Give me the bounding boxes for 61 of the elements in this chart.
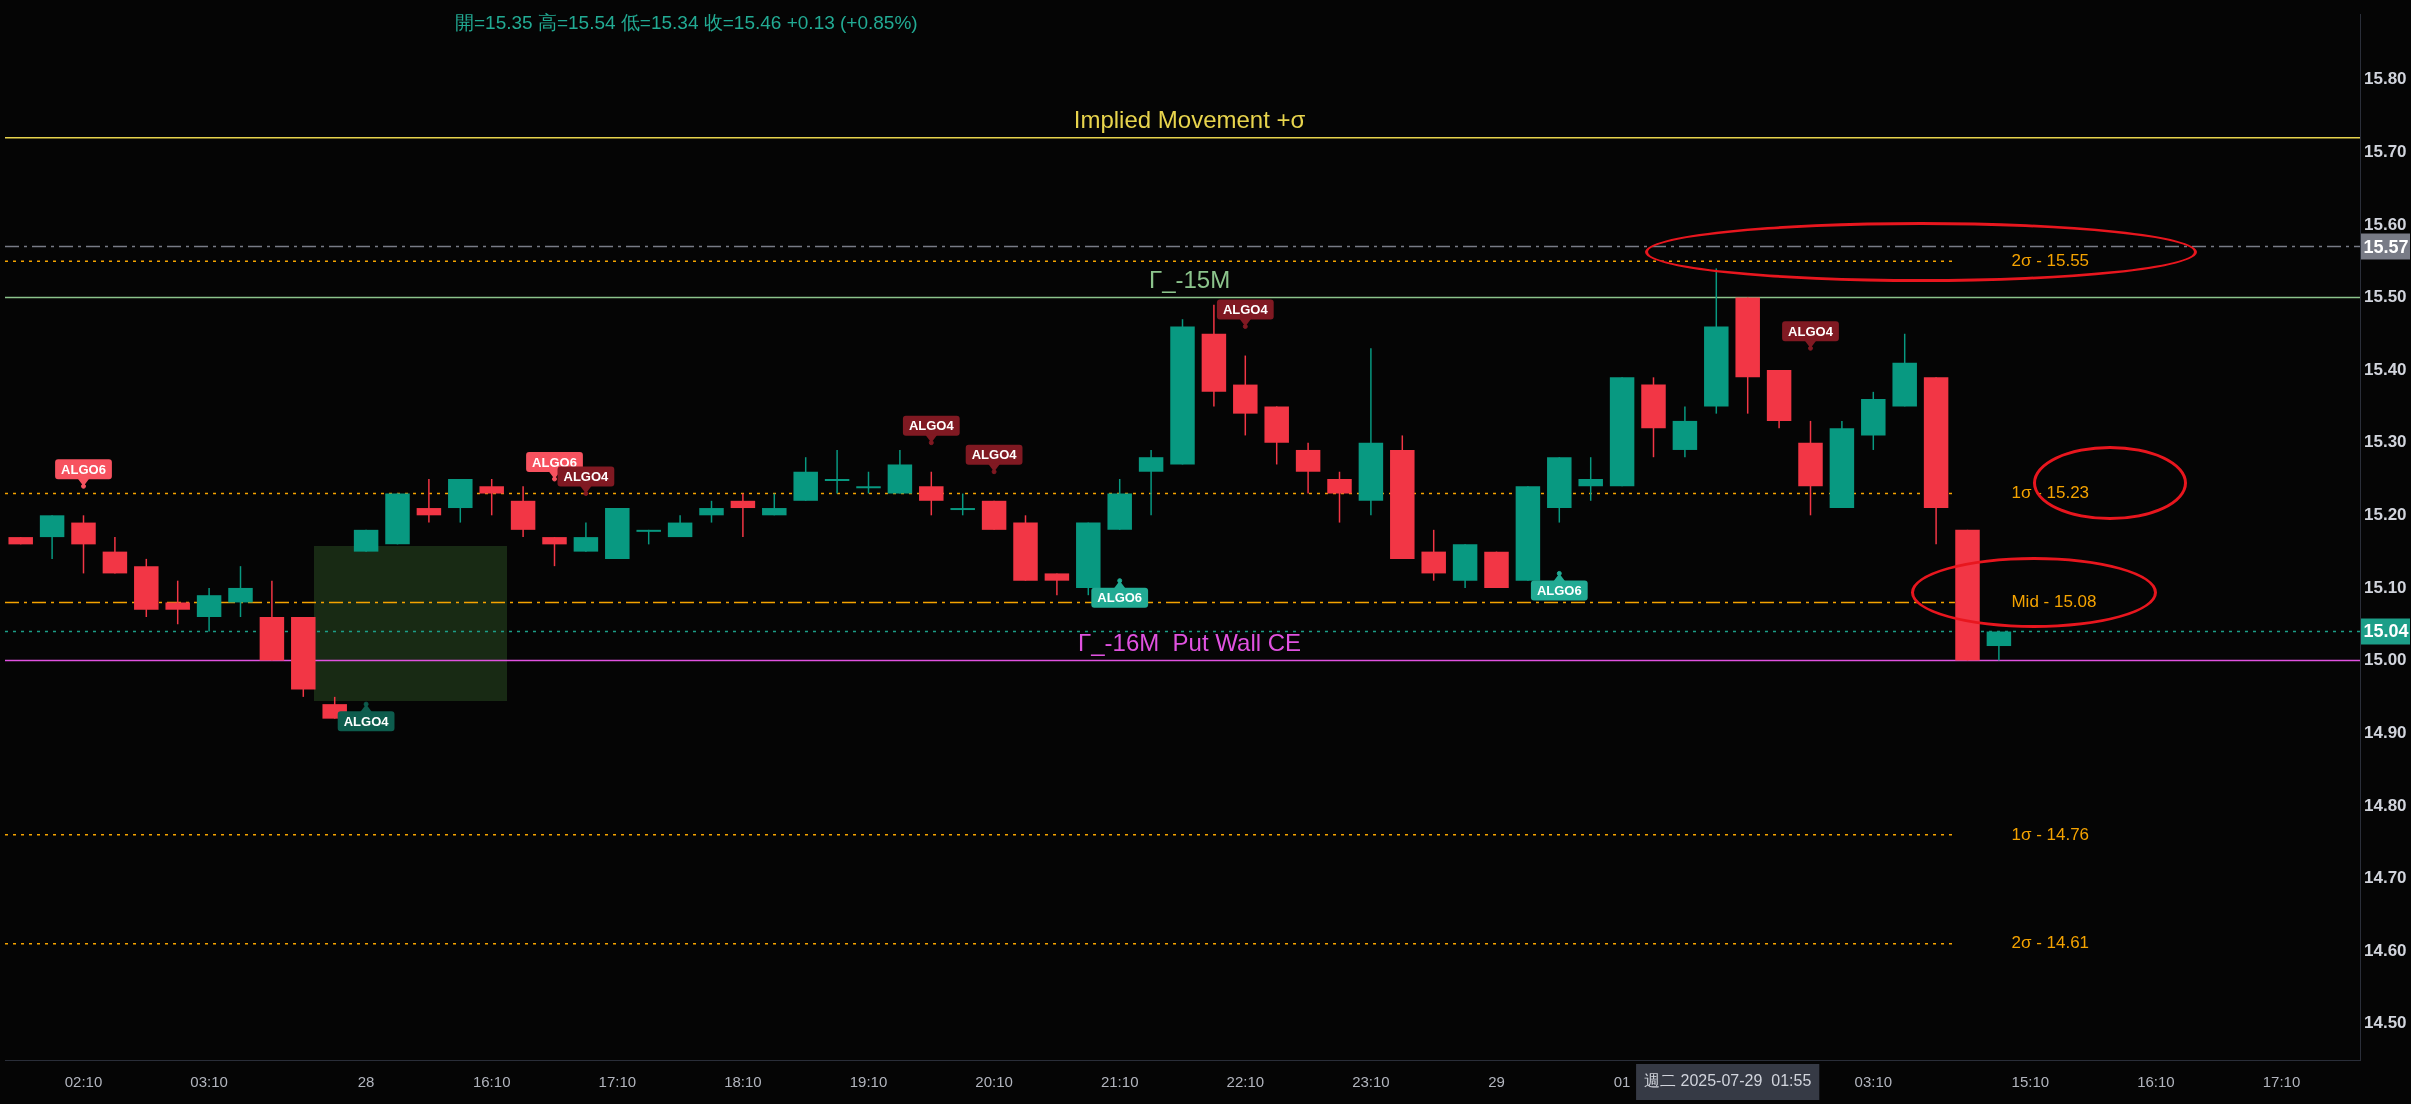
y-tick-label: 15.30 <box>2364 432 2407 452</box>
x-tick-label: 02:10 <box>64 1073 103 1091</box>
ref-line-label: 1σ - 14.76 <box>2011 824 2090 844</box>
y-tick-label: 15.80 <box>2364 69 2407 89</box>
candlestick <box>479 478 504 517</box>
x-tick-label: 23:10 <box>1352 1073 1390 1091</box>
y-tick-label: 15.20 <box>2364 505 2407 524</box>
candlestick <box>165 579 190 625</box>
y-tick-label: 15.50 <box>2364 287 2407 307</box>
data-label: ALGO6 <box>1536 582 1582 598</box>
x-tick-label: 20:10 <box>975 1073 1013 1091</box>
ref-line-label: Mid - 15.08 <box>2011 592 2097 612</box>
candlestick <box>824 449 850 495</box>
candlestick <box>730 492 756 538</box>
data-label: ALGO4 <box>971 447 1018 463</box>
y-tick-label: 14.50 <box>2364 1013 2407 1033</box>
y-tick-label: 14.60 <box>2364 940 2407 960</box>
x-tick-label: 16:10 <box>472 1073 511 1091</box>
x-tick-label: 16:10 <box>2137 1073 2175 1091</box>
x-tick-label: 28 <box>357 1073 375 1091</box>
data-label: ALGO4 <box>1222 302 1269 318</box>
data-label: ALGO6 <box>1097 590 1143 606</box>
x-tick-label: 03:10 <box>190 1073 228 1091</box>
y-tick-label: 15.40 <box>2364 359 2407 379</box>
y-tick-label: 15.00 <box>2364 650 2407 670</box>
data-label: ALGO6 <box>532 454 577 470</box>
data-label: ALGO6 <box>61 461 106 477</box>
x-tick-label: 17:10 <box>598 1073 637 1091</box>
ref-line-label: 1σ - 15.23 <box>2011 483 2090 503</box>
y-tick-label: 14.80 <box>2364 795 2407 815</box>
text: 15.57 <box>2363 236 2409 257</box>
data-label: ALGO4 <box>1788 323 1834 339</box>
text: 週二 2025-07-29 01:55 <box>1644 1072 1812 1090</box>
text: 15.04 <box>2363 621 2409 642</box>
x-tick-label: 01 <box>1613 1073 1631 1091</box>
candlestick <box>950 492 975 517</box>
ref-line-label: Γ_-15M <box>1148 266 1231 294</box>
ref-line-label: 2σ - 14.61 <box>2011 933 2090 953</box>
candlestick <box>856 470 881 495</box>
y-tick-label: 15.10 <box>2364 577 2407 597</box>
data-label: ALGO4 <box>908 418 955 434</box>
y-tick-label: 15.70 <box>2364 141 2407 161</box>
x-tick-label: 22:10 <box>1226 1073 1265 1091</box>
x-tick-label: 21:10 <box>1100 1073 1139 1091</box>
data-label: ALGO4 <box>563 469 610 485</box>
y-tick-label: 14.90 <box>2364 722 2407 742</box>
x-tick-label: 19:10 <box>849 1073 888 1091</box>
y-tick-label: 15.60 <box>2364 214 2407 234</box>
x-tick-label: 03:10 <box>1854 1073 1893 1091</box>
ref-line-label: 2σ - 15.55 <box>2011 250 2090 270</box>
x-tick-label: 17:10 <box>2262 1073 2301 1091</box>
data-label: ALGO4 <box>343 713 390 729</box>
ref-line-label: Γ_-16M Put Wall CE <box>1078 629 1302 657</box>
chart-subtitle: 開=15.35 高=15.54 低=15.34 收=15.46 +0.13 (+0.85%) <box>455 11 918 35</box>
x-tick-label: 29 <box>1488 1073 1505 1091</box>
y-tick-label: 14.70 <box>2364 868 2407 888</box>
candlestick <box>1578 456 1603 502</box>
x-tick-label: 15:10 <box>2011 1073 2050 1091</box>
ref-line-label: Implied Movement +σ <box>1073 106 1306 134</box>
candlestick <box>416 478 442 524</box>
x-tick-label: 18:10 <box>724 1073 762 1091</box>
